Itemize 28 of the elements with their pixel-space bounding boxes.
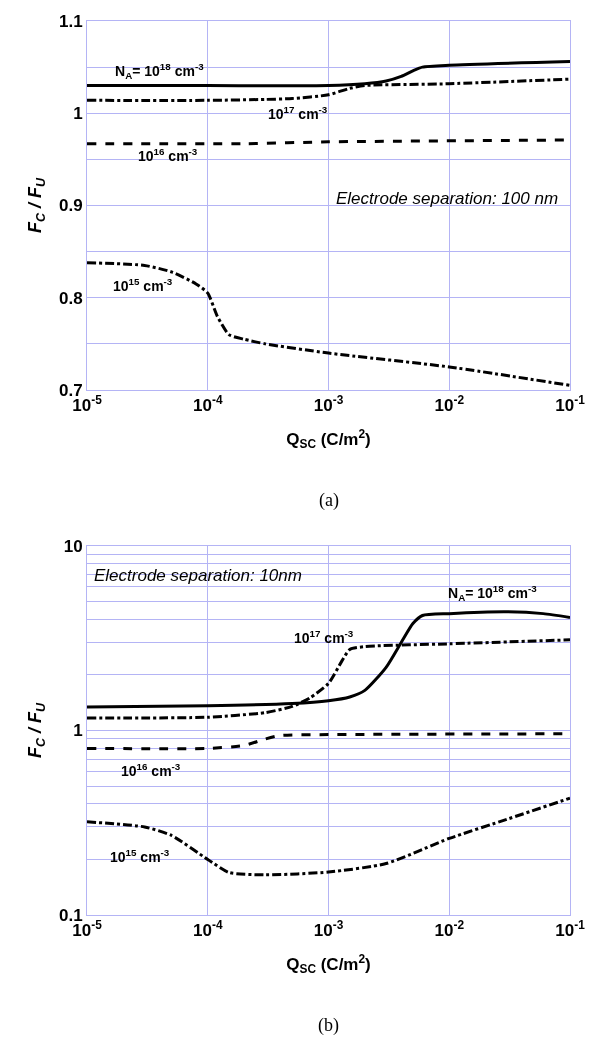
x-tick-label: 10$^{-3}$ — [313, 918, 344, 941]
series-label: 10$^{16}$ cm$^{-3}$ — [121, 761, 181, 779]
text: (a) — [319, 490, 339, 511]
series-label: N$_{A}$= 10$^{18}$ cm$^{-3}$ — [448, 583, 538, 603]
x-tick-label: 10$^{-1}$ — [555, 918, 586, 941]
x-tick-label: 10$^{-2}$ — [434, 393, 465, 416]
series-label: 10$^{17}$ cm$^{-3}$ — [294, 628, 354, 646]
y-tick-label: 10 — [63, 536, 83, 556]
y-tick-label: 1 — [73, 104, 83, 124]
x-tick-label: 10$^{-3}$ — [313, 393, 344, 416]
series-label: 10$^{15}$ cm$^{-3}$ — [110, 847, 170, 865]
y-tick-label: 0.9 — [58, 196, 83, 216]
x-axis-title: Q$_{SC}$ (C/m$^{2}$) — [286, 951, 371, 977]
y-tick-label: 1.1 — [58, 11, 83, 31]
annotation: Electrode separation: 10nm — [94, 566, 302, 585]
x-axis-title: Q$_{SC}$ (C/m$^{2}$) — [286, 426, 371, 452]
x-tick-label: 10$^{-4}$ — [193, 918, 223, 941]
y-tick-label: 1 — [73, 721, 83, 741]
x-tick-label: 10$^{-4}$ — [193, 393, 223, 416]
series-label: 10$^{17}$ cm$^{-3}$ — [268, 104, 328, 122]
x-tick-label: 10$^{-1}$ — [555, 393, 586, 416]
y-tick-label: 0.8 — [58, 288, 83, 308]
series-label: N$_{A}$= 10$^{18}$ cm$^{-3}$ — [115, 61, 205, 81]
annotation: Electrode separation: 100 nm — [336, 189, 559, 208]
series-label: 10$^{16}$ cm$^{-3}$ — [138, 146, 198, 164]
x-tick-label: 10$^{-2}$ — [434, 918, 465, 941]
text: (b) — [318, 1015, 339, 1036]
series-label: 10$^{15}$ cm$^{-3}$ — [113, 276, 173, 294]
